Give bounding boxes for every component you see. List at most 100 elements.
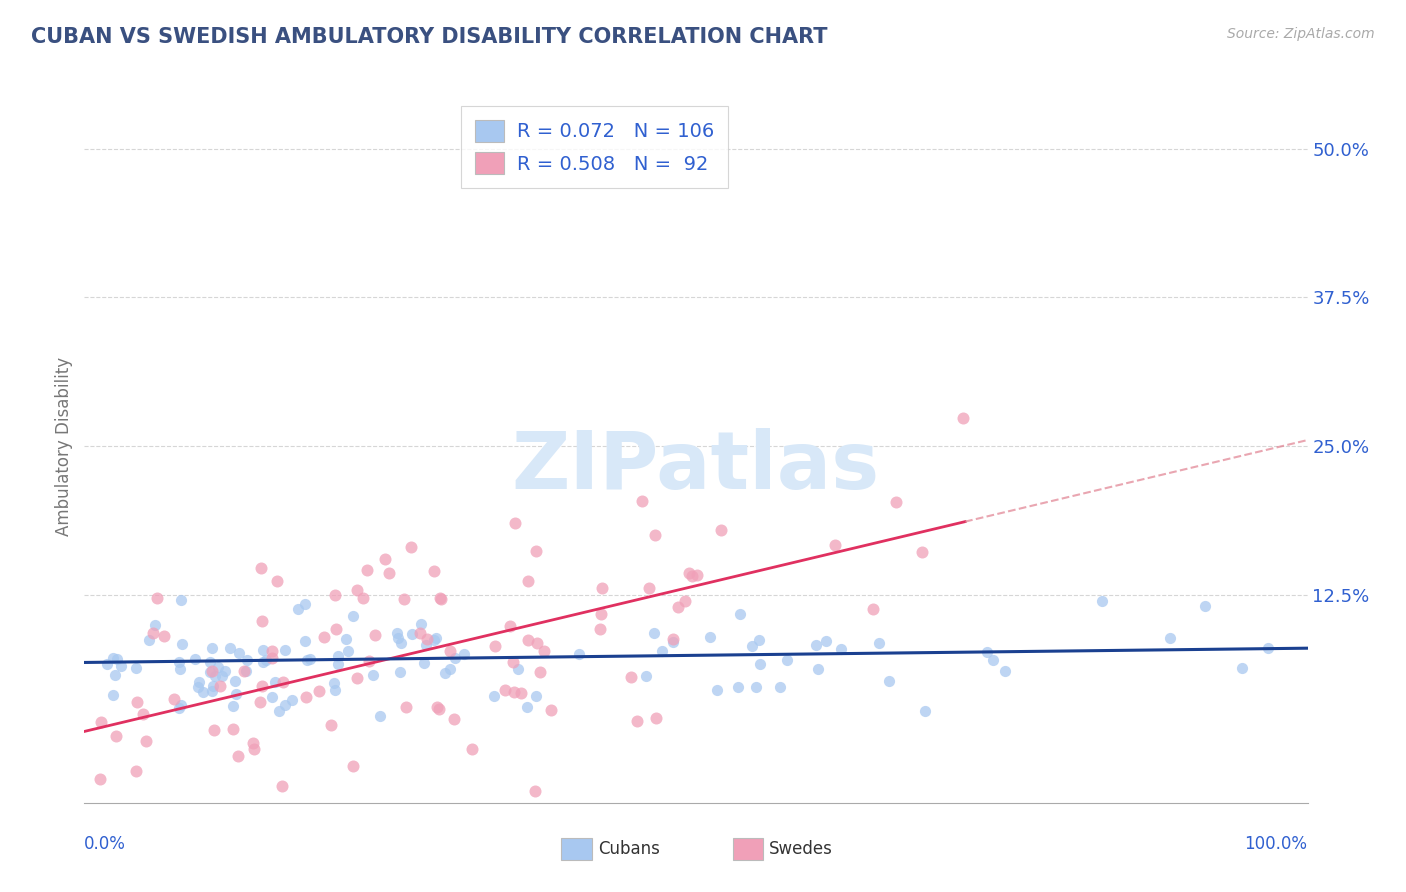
Point <box>202 723 225 737</box>
Point <box>461 741 484 756</box>
Point <box>391 636 413 650</box>
Point <box>250 614 273 628</box>
Point <box>430 591 453 606</box>
Text: Swedes: Swedes <box>769 840 834 858</box>
Point <box>232 664 254 678</box>
Point <box>523 784 546 798</box>
Point <box>433 666 456 681</box>
Point <box>250 679 273 693</box>
Point <box>526 636 548 650</box>
Point <box>169 662 191 676</box>
Point <box>804 638 827 652</box>
Point <box>335 632 357 646</box>
Point <box>131 706 153 721</box>
Point <box>322 675 344 690</box>
Point <box>342 758 364 772</box>
Point <box>748 632 770 647</box>
Point <box>124 661 146 675</box>
Point <box>638 582 661 596</box>
Point <box>745 680 768 694</box>
Point <box>142 625 165 640</box>
Point <box>568 647 591 661</box>
Point <box>524 689 547 703</box>
Point <box>662 635 685 649</box>
Point <box>529 665 551 680</box>
Point <box>269 704 291 718</box>
Point <box>266 574 288 589</box>
Point <box>443 712 465 726</box>
Text: ZIPatlas: ZIPatlas <box>512 428 880 507</box>
Point <box>107 651 129 665</box>
Point <box>326 657 349 671</box>
Point <box>673 594 696 608</box>
Point <box>769 681 792 695</box>
Point <box>643 625 665 640</box>
Point <box>90 715 112 730</box>
Point <box>830 641 852 656</box>
Point <box>524 543 547 558</box>
Point <box>294 597 316 611</box>
Point <box>252 643 274 657</box>
Point <box>499 619 522 633</box>
Point <box>201 684 224 698</box>
Point <box>994 665 1017 679</box>
Point <box>392 591 415 606</box>
Point <box>308 683 330 698</box>
Point <box>101 688 124 702</box>
Point <box>453 647 475 661</box>
Point <box>172 637 194 651</box>
Point <box>356 562 378 576</box>
Point <box>981 653 1004 667</box>
Point <box>976 645 998 659</box>
Point <box>243 741 266 756</box>
Point <box>170 593 193 607</box>
Point <box>262 644 284 658</box>
Point <box>626 714 648 728</box>
Point <box>387 626 409 640</box>
Point <box>914 704 936 718</box>
Point <box>314 630 336 644</box>
Point <box>127 695 149 709</box>
Point <box>89 772 111 786</box>
Point <box>135 734 157 748</box>
Point <box>170 698 193 713</box>
Point <box>299 652 322 666</box>
Point <box>645 711 668 725</box>
Point <box>224 674 246 689</box>
Text: CUBAN VS SWEDISH AMBULATORY DISABILITY CORRELATION CHART: CUBAN VS SWEDISH AMBULATORY DISABILITY C… <box>31 27 828 46</box>
Point <box>644 527 666 541</box>
Point <box>425 631 447 645</box>
Point <box>651 644 673 658</box>
Point <box>235 652 257 666</box>
Point <box>271 779 294 793</box>
Point <box>502 685 524 699</box>
Point <box>336 644 359 658</box>
Point <box>699 630 721 644</box>
Point <box>728 607 751 621</box>
Point <box>389 665 412 679</box>
Point <box>868 636 890 650</box>
Point <box>494 683 516 698</box>
Point <box>252 655 274 669</box>
Point <box>193 685 215 699</box>
Point <box>319 718 342 732</box>
Point <box>807 662 830 676</box>
Point <box>249 695 271 709</box>
Text: 0.0%: 0.0% <box>84 835 127 853</box>
Point <box>143 618 166 632</box>
Point <box>422 564 444 578</box>
Point <box>110 658 132 673</box>
Point <box>228 646 250 660</box>
Point <box>346 583 368 598</box>
Point <box>364 627 387 641</box>
Point <box>346 671 368 685</box>
Point <box>502 655 524 669</box>
Point <box>287 601 309 615</box>
Point <box>413 657 436 671</box>
Point <box>254 653 277 667</box>
Point <box>202 679 225 693</box>
Point <box>862 602 884 616</box>
Point <box>1257 641 1279 656</box>
Point <box>1194 599 1216 613</box>
Point <box>1159 631 1181 645</box>
